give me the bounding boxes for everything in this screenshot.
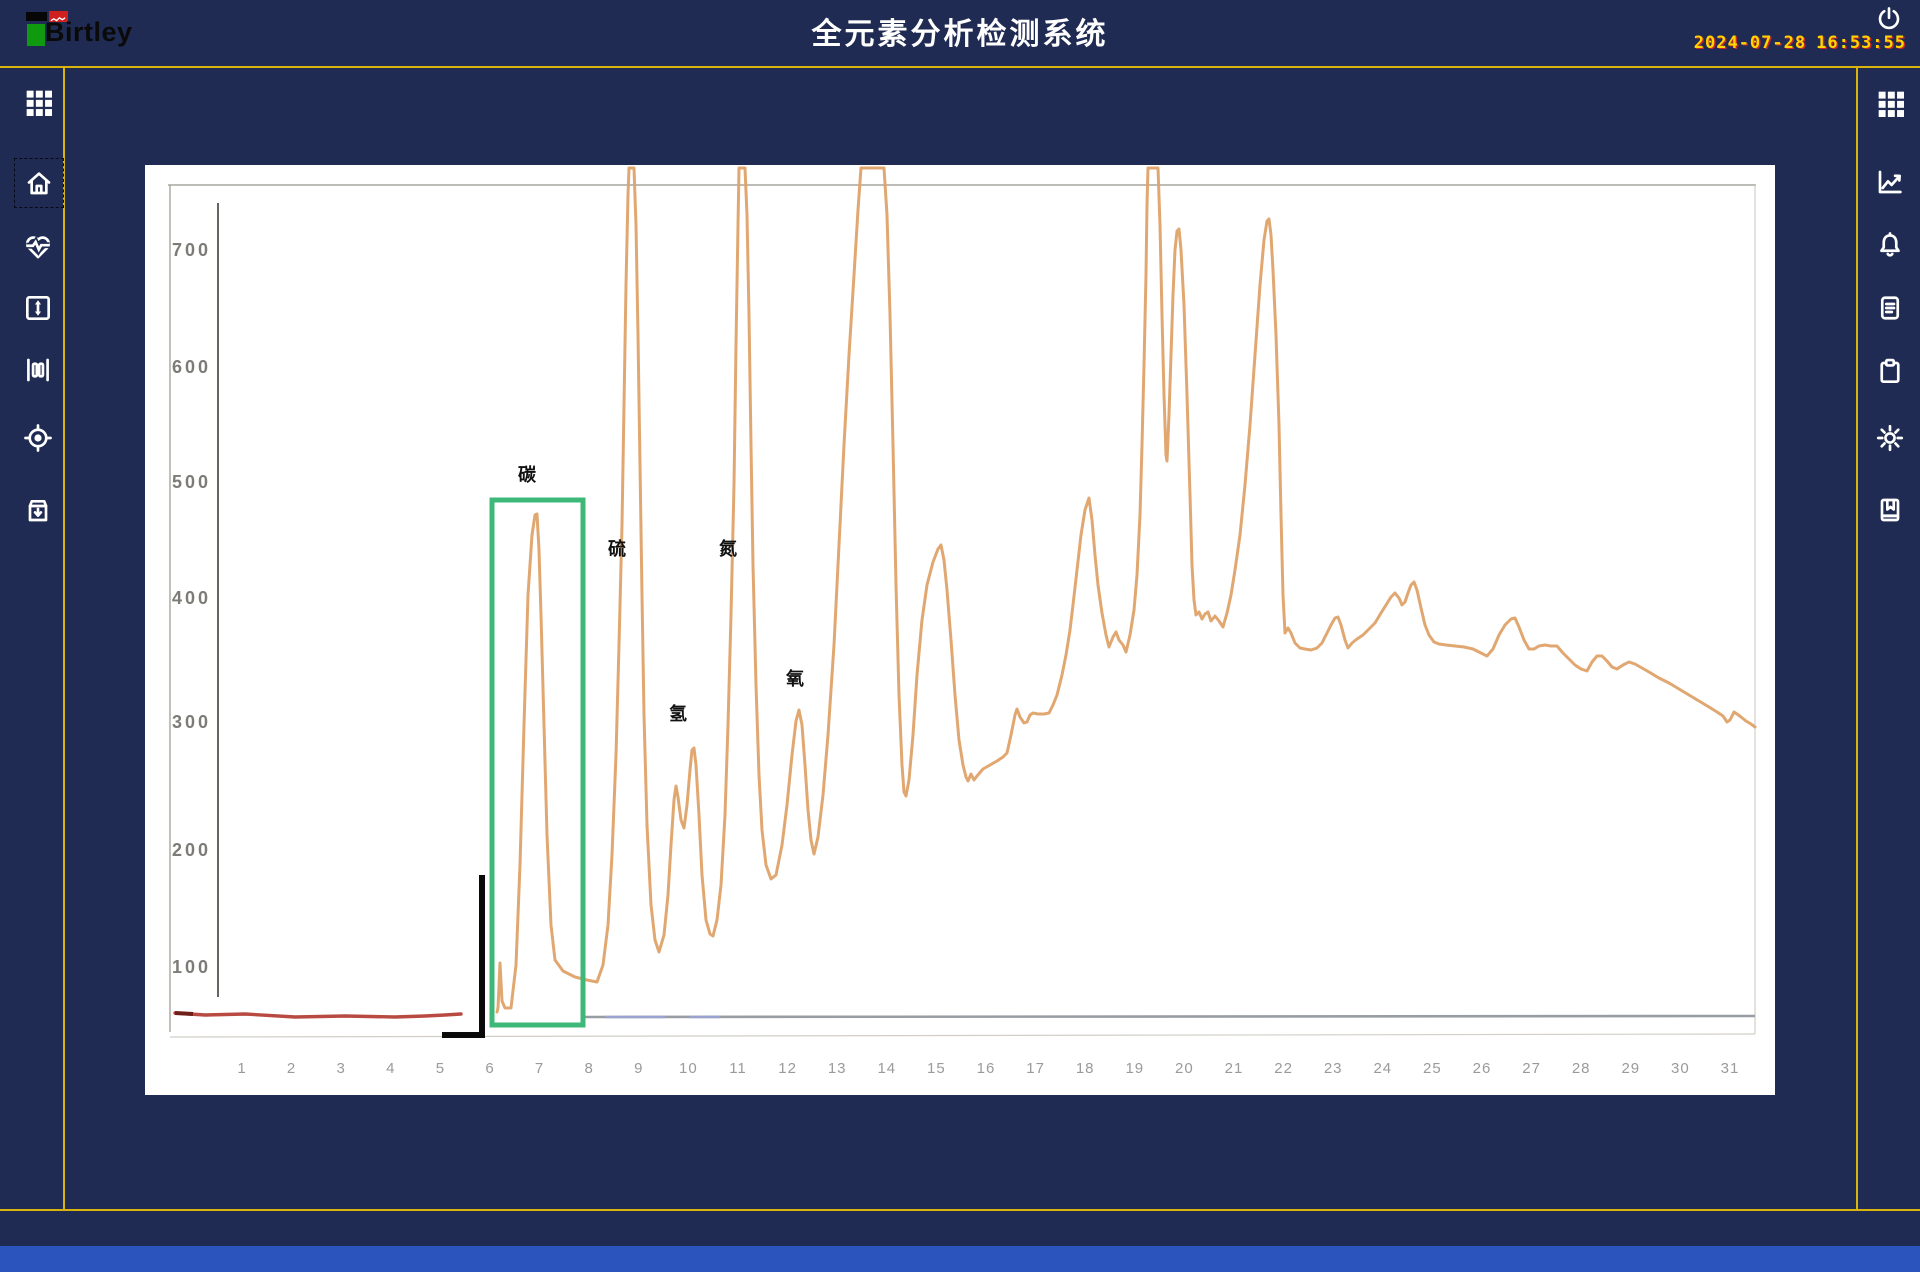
y-tick-label: 600: [172, 357, 211, 377]
carbon-highlight-box: [489, 497, 586, 1028]
sidebar-item-clipboard[interactable]: [1866, 347, 1914, 395]
archive-download-icon: [28, 500, 48, 522]
apps-grid-icon: [26, 90, 52, 116]
element-label: 硫: [608, 538, 626, 559]
y-tick-label: 400: [172, 588, 211, 608]
x-tick-label: 14: [877, 1060, 896, 1077]
logo-chart-icon: [49, 11, 68, 22]
x-tick-label: 1: [237, 1060, 246, 1077]
footer-accent-bar: [0, 1246, 1920, 1272]
sidebar-item-vertical-range[interactable]: [14, 284, 62, 332]
x-tick-label: 30: [1671, 1060, 1690, 1077]
date-text: 2024-07-28: [1693, 33, 1807, 53]
y-tick-label: 200: [172, 840, 211, 860]
x-tick-label: 3: [337, 1060, 346, 1077]
x-tick-label: 15: [927, 1060, 946, 1077]
element-label: 碳: [518, 464, 537, 485]
logo-black-bar: [26, 12, 47, 21]
red-baseline-dark-tip: [174, 1011, 194, 1016]
vertical-range-icon: [26, 296, 50, 320]
x-tick-label: 29: [1621, 1060, 1640, 1077]
x-tick-label: 5: [436, 1060, 445, 1077]
clipboard-icon: [1880, 358, 1900, 383]
page-title: 全元素分析检测系统: [811, 18, 1109, 51]
frame-line-bottom: [0, 1209, 1920, 1211]
birtley-logo: Birtley: [26, 11, 176, 51]
gray-baseline-trace: [582, 1014, 1756, 1019]
alarm-bell-icon: [1880, 232, 1900, 257]
start-bracket-mark: [442, 875, 485, 1038]
logbook-icon: [1880, 498, 1900, 522]
x-tick-label: 4: [386, 1060, 395, 1077]
x-tick-label: 16: [977, 1060, 996, 1077]
sidebar-item-report-document[interactable]: [1866, 284, 1914, 332]
sidebar-item-logbook[interactable]: [1866, 486, 1914, 534]
logo-green-square: [27, 24, 45, 46]
x-tick-label: 9: [634, 1060, 643, 1077]
frame-line-top: [0, 66, 1920, 68]
element-label: 氧: [785, 668, 804, 689]
x-tick-label: 18: [1076, 1060, 1095, 1077]
trend-chart-icon: [1878, 170, 1902, 194]
power-icon[interactable]: [1874, 4, 1904, 34]
sidebar-item-columns[interactable]: [14, 346, 62, 394]
paper-bottom-edge: [169, 1033, 1756, 1038]
home-icon: [27, 172, 51, 195]
y-tick-label: 700: [172, 240, 211, 260]
sidebar-item-health-monitor[interactable]: [14, 222, 62, 270]
sidebar-item-settings-gear[interactable]: [1866, 414, 1914, 462]
x-tick-label: 25: [1423, 1060, 1442, 1077]
time-text: 16:53:55: [1816, 33, 1906, 53]
x-tick-label: 31: [1721, 1060, 1740, 1077]
frame-line-left: [63, 66, 65, 1211]
x-tick-label: 27: [1522, 1060, 1541, 1077]
x-tick-label: 11: [729, 1060, 747, 1077]
x-tick-label: 24: [1373, 1060, 1392, 1077]
x-tick-label: 13: [828, 1060, 847, 1077]
datetime-display: 2024-07-28 16:53:55: [1694, 33, 1906, 53]
y-tick-label: 100: [172, 957, 211, 977]
columns-icon: [27, 358, 49, 382]
report-document-icon: [1880, 296, 1900, 320]
header: Birtley 全元素分析检测系统 2024-07-28 16:53:55: [0, 0, 1920, 66]
apps-grid-icon: [1878, 91, 1904, 117]
x-tick-label: 28: [1572, 1060, 1591, 1077]
x-tick-label: 21: [1225, 1060, 1244, 1077]
x-tick-label: 8: [585, 1060, 594, 1077]
x-tick-label: 20: [1175, 1060, 1194, 1077]
x-tick-label: 26: [1473, 1060, 1492, 1077]
red-baseline-trace: [173, 1011, 463, 1019]
x-tick-label: 19: [1125, 1060, 1144, 1077]
settings-gear-icon: [1876, 424, 1904, 452]
sidebar-item-apps-grid[interactable]: [14, 78, 62, 126]
sidebar-item-target[interactable]: [14, 414, 62, 462]
y-tick-label: 300: [172, 712, 211, 732]
sidebar-item-home[interactable]: [14, 158, 64, 208]
logo-text: Birtley: [45, 17, 133, 47]
x-tick-label: 2: [287, 1060, 296, 1077]
x-tick-label: 10: [679, 1060, 698, 1077]
sidebar-item-apps-grid[interactable]: [1866, 79, 1914, 127]
sidebar-item-archive-download[interactable]: [14, 486, 62, 534]
x-tick-label: 17: [1026, 1060, 1045, 1077]
sidebar-item-alarm-bell[interactable]: [1866, 221, 1914, 269]
chromatogram-panel: 700 600 500 400 300 200 100 1 2 3 4 5 6 7 8 9 10 11 12 13 14…: [145, 165, 1775, 1095]
sidebar-item-trend-chart[interactable]: [1866, 158, 1914, 206]
x-tick-label: 7: [535, 1060, 544, 1077]
frame-line-right: [1856, 66, 1858, 1211]
target-icon: [24, 424, 52, 452]
element-label: 氮: [719, 538, 737, 559]
x-tick-label: 12: [778, 1060, 797, 1077]
x-tick-label: 22: [1274, 1060, 1293, 1077]
x-tick-label: 6: [485, 1060, 494, 1077]
health-monitor-icon: [25, 236, 51, 259]
element-label: 氢: [669, 703, 687, 724]
signal-curve: [495, 166, 1757, 1014]
x-tick-label: 23: [1324, 1060, 1343, 1077]
y-tick-label: 500: [172, 472, 211, 492]
